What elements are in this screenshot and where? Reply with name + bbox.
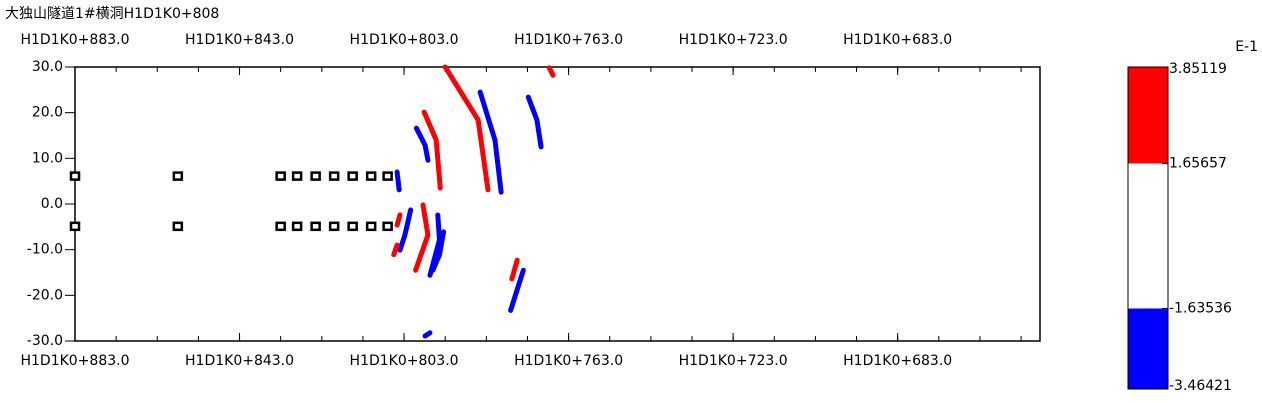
x-tick-label-bottom: H1D1K0+803.0: [350, 353, 459, 369]
chart-title: 大独山隧道1#横洞H1D1K0+808: [5, 6, 219, 22]
marker: [69, 171, 81, 181]
reflector: [394, 212, 403, 228]
y-tick-label: 10.0: [32, 150, 63, 166]
reflector: [413, 202, 431, 273]
colorbar-band: [1128, 163, 1168, 309]
marker: [382, 221, 393, 232]
reflector: [391, 242, 400, 258]
x-tick-label-bottom: H1D1K0+763.0: [514, 353, 623, 369]
colorbar-label: -3.46421: [1169, 378, 1232, 394]
plot-frame: [74, 66, 1041, 342]
reflector: [394, 169, 402, 193]
colorbar-frame: [1127, 66, 1169, 390]
y-tick-label: 20.0: [32, 105, 63, 121]
marker: [275, 171, 286, 181]
reflector: [525, 94, 544, 150]
reflector: [421, 109, 443, 191]
y-tick-label: -10.0: [27, 242, 63, 258]
x-tick-label-bottom: H1D1K0+883.0: [20, 353, 129, 369]
reflector: [397, 207, 414, 253]
reflector: [477, 89, 504, 195]
x-tick-label-bottom: H1D1K0+683.0: [843, 353, 952, 369]
marker: [310, 221, 321, 232]
reflector: [422, 330, 433, 339]
marker: [365, 221, 377, 232]
x-tick-label-bottom: H1D1K0+843.0: [185, 353, 294, 369]
marker: [291, 171, 303, 181]
x-tick-label-top: H1D1K0+843.0: [185, 32, 294, 48]
marker: [172, 221, 184, 232]
x-tick-label-top: H1D1K0+683.0: [843, 32, 952, 48]
marker: [347, 171, 358, 181]
marker: [275, 221, 286, 232]
marker: [172, 171, 184, 181]
marker: [291, 221, 303, 232]
reflector: [546, 65, 556, 78]
colorbar-band: [1128, 67, 1168, 164]
colorbar-band: [1128, 308, 1168, 389]
reflector: [413, 125, 431, 163]
y-tick-label: 0.0: [41, 196, 63, 212]
marker: [328, 221, 340, 232]
reflector: [508, 267, 526, 313]
marker: [310, 171, 321, 181]
y-tick-label: 30.0: [32, 59, 63, 75]
x-tick-label-top: H1D1K0+803.0: [350, 32, 459, 48]
y-tick-label: -20.0: [27, 287, 63, 303]
x-tick-label-bottom: H1D1K0+723.0: [679, 353, 788, 369]
x-tick-label-top: H1D1K0+763.0: [514, 32, 623, 48]
y-tick-label: -30.0: [27, 333, 63, 349]
reflector: [430, 229, 447, 273]
colorbar-unit: E-1: [1235, 39, 1258, 55]
marker: [382, 171, 393, 181]
x-tick-label-top: H1D1K0+883.0: [20, 32, 129, 48]
marker: [347, 221, 358, 232]
marker: [328, 171, 340, 181]
reflector: [442, 64, 491, 193]
reflector: [509, 257, 520, 282]
colorbar-label: -1.63536: [1169, 301, 1232, 317]
colorbar-label: 3.85119: [1169, 61, 1227, 77]
colorbar-label: 1.65657: [1169, 156, 1227, 172]
x-tick-label-top: H1D1K0+723.0: [679, 32, 788, 48]
marker: [69, 221, 81, 232]
marker: [365, 171, 377, 181]
